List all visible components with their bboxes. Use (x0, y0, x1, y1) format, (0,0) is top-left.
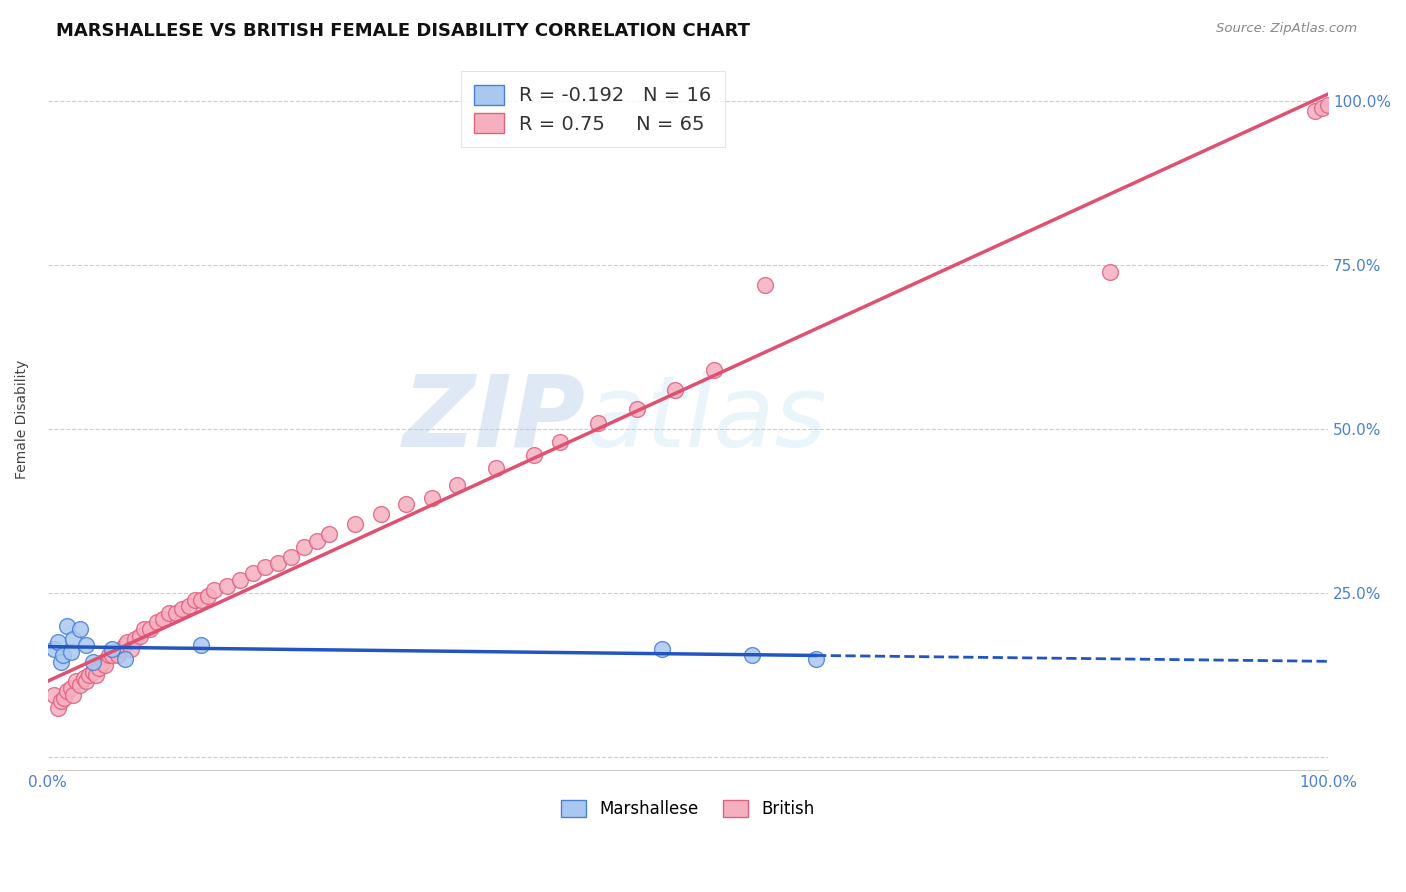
Point (94, 658, 117, 673)
Point (1305, 104, 1327, 119)
Point (44, 688, 66, 702)
Point (229, 573, 252, 587)
Point (82, 665, 104, 679)
Point (62, 688, 84, 702)
Point (172, 602, 194, 616)
Point (100, 641, 122, 656)
Point (59, 645, 82, 659)
Point (588, 416, 610, 430)
Point (129, 629, 152, 643)
Point (190, 639, 212, 653)
Point (104, 645, 127, 659)
Point (446, 478, 468, 492)
Point (280, 549, 302, 564)
Point (75, 674, 97, 689)
Legend: Marshallese, British: Marshallese, British (554, 793, 821, 825)
Y-axis label: Female Disability: Female Disability (15, 359, 30, 479)
Point (1310, 101, 1333, 115)
Point (72, 671, 94, 685)
Point (87, 661, 110, 675)
Point (651, 641, 673, 656)
Point (804, 651, 827, 665)
Point (703, 363, 725, 377)
Text: MARSHALLESE VS BRITISH FEMALE DISABILITY CORRELATION CHART: MARSHALLESE VS BRITISH FEMALE DISABILITY… (56, 22, 751, 40)
Point (77, 668, 100, 682)
Point (124, 632, 146, 646)
Text: Source: ZipAtlas.com: Source: ZipAtlas.com (1216, 22, 1357, 36)
Point (44, 641, 66, 656)
Point (46, 700, 69, 714)
Point (59, 681, 82, 695)
Point (395, 498, 418, 512)
Point (184, 592, 207, 607)
Point (254, 559, 277, 574)
Point (120, 641, 142, 656)
Point (86, 668, 108, 682)
Point (115, 635, 138, 649)
Point (49, 694, 72, 708)
Point (190, 592, 212, 607)
Point (305, 533, 328, 548)
Point (215, 579, 238, 593)
Point (664, 383, 686, 397)
Point (523, 448, 546, 462)
Point (157, 606, 180, 620)
Point (165, 606, 187, 620)
Text: atlas: atlas (585, 371, 827, 467)
Point (75, 639, 97, 653)
Point (548, 435, 571, 450)
Point (82, 655, 104, 669)
Point (344, 517, 367, 532)
Point (111, 641, 134, 656)
Point (114, 651, 136, 665)
Point (370, 508, 392, 522)
Point (56, 684, 79, 698)
Point (145, 615, 167, 630)
Text: ZIP: ZIP (402, 371, 585, 467)
Point (318, 527, 340, 541)
Point (267, 557, 290, 571)
Point (197, 589, 219, 603)
Point (53, 690, 76, 705)
Point (626, 402, 648, 417)
Point (91, 655, 114, 669)
Point (52, 648, 75, 663)
Point (202, 582, 225, 597)
Point (1099, 265, 1122, 279)
Point (65, 674, 87, 689)
Point (292, 540, 315, 554)
Point (754, 277, 776, 292)
Point (49, 655, 72, 669)
Point (242, 566, 264, 581)
Point (177, 599, 200, 613)
Point (485, 461, 508, 475)
Point (1317, 97, 1340, 112)
Point (100, 648, 122, 663)
Point (69, 622, 91, 636)
Point (114, 639, 136, 653)
Point (98, 648, 121, 663)
Point (56, 619, 79, 633)
Point (46, 635, 69, 649)
Point (132, 622, 155, 636)
Point (152, 612, 174, 626)
Point (107, 648, 129, 663)
Point (741, 648, 763, 663)
Point (139, 622, 162, 636)
Point (420, 491, 443, 505)
Point (69, 678, 91, 692)
Point (62, 632, 84, 646)
